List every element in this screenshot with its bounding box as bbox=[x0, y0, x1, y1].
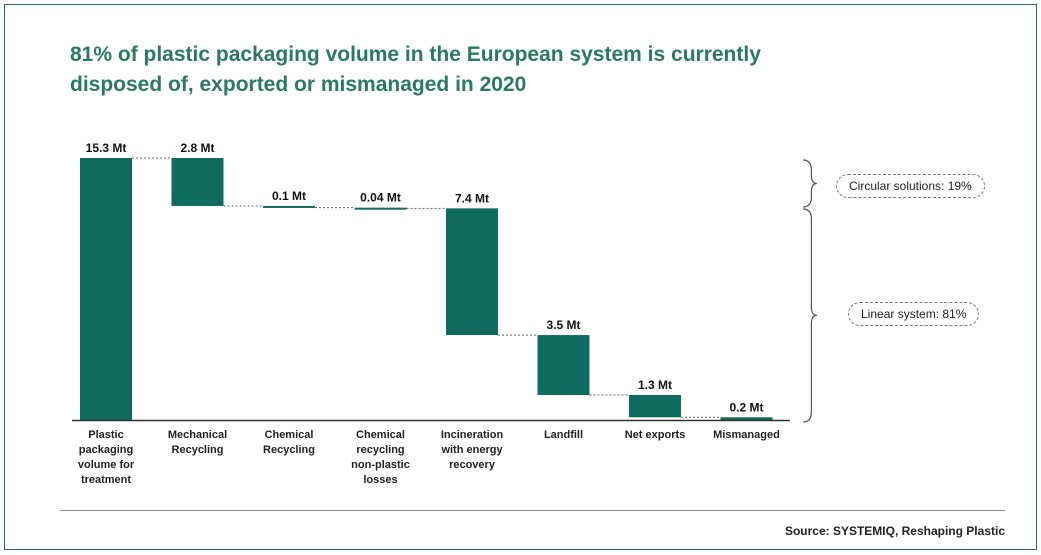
category-label: Chemical recycling non-plastic losses bbox=[351, 429, 410, 486]
category-label-line: Net exports bbox=[625, 429, 686, 441]
category-label: Mismanaged bbox=[713, 429, 780, 441]
circular-solutions-label: Circular solutions: 19% bbox=[836, 174, 985, 198]
waterfall-bar bbox=[720, 417, 773, 421]
footer-divider bbox=[60, 510, 1005, 511]
linear-system-brace bbox=[802, 208, 818, 423]
category-label-line: with energy bbox=[440, 444, 503, 456]
data-label: 15.3 Mt bbox=[86, 141, 127, 155]
category-label-line: Plastic bbox=[88, 429, 123, 441]
waterfall-bar bbox=[446, 208, 498, 336]
chart-title-line-2: disposed of, exported or mismanaged in 2… bbox=[70, 73, 527, 96]
category-label-line: Recycling bbox=[263, 444, 315, 456]
category-label: Incineration with energy recovery bbox=[440, 429, 503, 471]
data-label: 3.5 Mt bbox=[546, 318, 580, 332]
data-label: 0.1 Mt bbox=[272, 189, 306, 203]
category-label: Chemical Recycling bbox=[263, 429, 315, 456]
data-label: 0.04 Mt bbox=[360, 191, 401, 205]
category-label: Net exports bbox=[625, 429, 686, 441]
category-label-line: Recycling bbox=[172, 444, 224, 456]
waterfall-bar bbox=[80, 158, 132, 420]
category-label-line: packaging bbox=[79, 444, 133, 456]
category-label-line: Incineration bbox=[441, 429, 504, 441]
chart-title-line-1: 81% of plastic packaging volume in the E… bbox=[70, 43, 761, 66]
category-label-line: non-plastic bbox=[351, 459, 410, 471]
category-label: Landfill bbox=[544, 429, 583, 441]
chart-frame bbox=[4, 4, 1037, 550]
data-label: 1.3 Mt bbox=[638, 378, 672, 392]
waterfall-bar bbox=[263, 205, 315, 208]
category-label-line: Mismanaged bbox=[713, 429, 780, 441]
category-label-line: Chemical bbox=[356, 429, 405, 441]
waterfall-bar bbox=[629, 394, 681, 418]
data-label: 0.2 Mt bbox=[729, 400, 763, 414]
category-label-line: recovery bbox=[449, 459, 496, 471]
category-label-line: losses bbox=[363, 474, 397, 486]
source-note: Source: SYSTEMIQ, Reshaping Plastic bbox=[784, 524, 1005, 538]
waterfall-bar bbox=[171, 158, 224, 206]
category-label-line: recycling bbox=[356, 444, 404, 456]
category-label-line: volume for bbox=[78, 459, 135, 471]
chart-title: 81% of plastic packaging volume in the E… bbox=[70, 40, 850, 100]
category-label: Mechanical Recycling bbox=[168, 429, 227, 456]
category-label: Plastic packaging volume for treatment bbox=[78, 429, 135, 486]
data-label: 2.8 Mt bbox=[180, 141, 214, 155]
category-label-line: treatment bbox=[81, 474, 131, 486]
waterfall-bar bbox=[537, 335, 590, 395]
waterfall-bar bbox=[354, 207, 407, 210]
category-label-line: Chemical bbox=[265, 429, 314, 441]
circular-solutions-brace bbox=[802, 159, 818, 208]
data-label: 7.4 Mt bbox=[455, 191, 489, 205]
category-label-line: Mechanical bbox=[168, 429, 227, 441]
category-label-line: Landfill bbox=[544, 429, 583, 441]
linear-system-label: Linear system: 81% bbox=[848, 302, 980, 326]
